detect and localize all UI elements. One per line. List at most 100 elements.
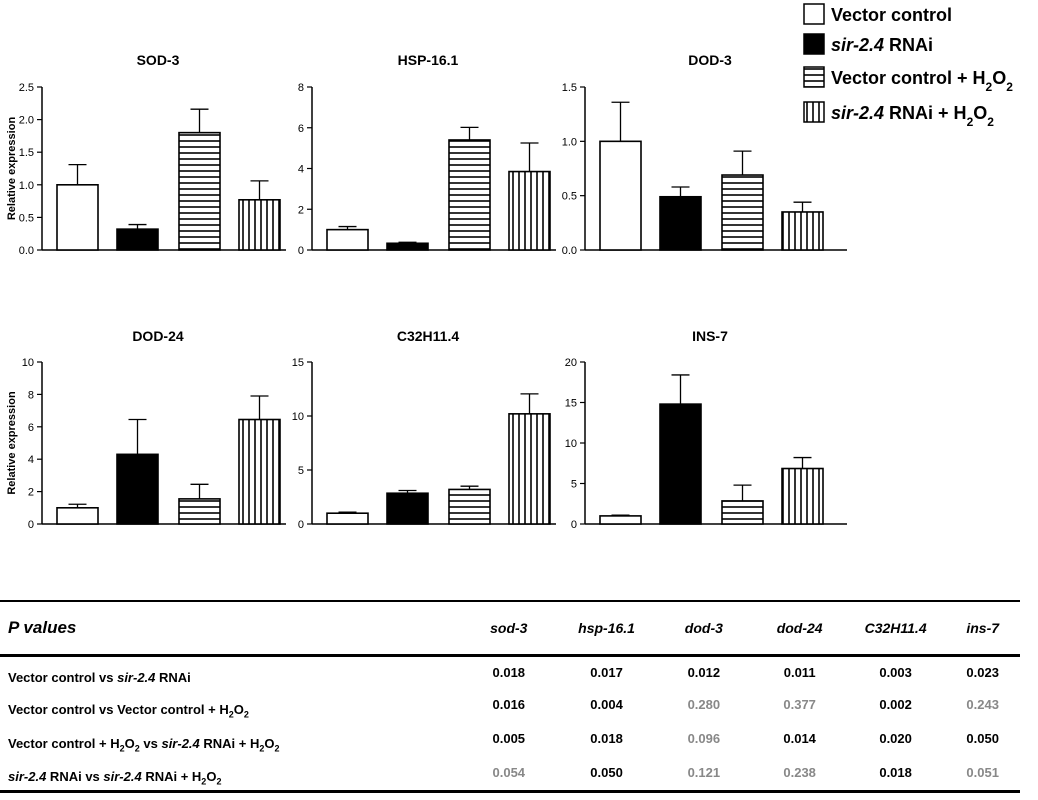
y-axis-label: Relative expression [6,391,18,495]
y-tick-label: 1.5 [562,82,577,94]
y-tick-label: 20 [565,357,577,369]
y-tick-label: 10 [565,438,577,450]
chart-panel: DOD-3 0.0 0.5 1.0 1.5 [562,52,847,257]
table-row: Vector control + H2O2 vs sir-2.4 RNAi + … [0,723,1020,757]
chart-title: DOD-3 [688,52,732,68]
bar [721,174,764,251]
y-tick-label: 6 [28,422,34,434]
y-tick-label: 5 [571,479,577,491]
p-value-cell: 0.020 [879,731,912,746]
bar [238,418,281,525]
bar [178,498,221,525]
bar [326,512,369,525]
y-tick-label: 10 [22,357,34,369]
y-tick-label: 5 [298,465,304,477]
legend-swatch [803,3,825,25]
y-tick-label: 1.0 [19,180,34,192]
comparison-label: Vector control vs sir-2.4 RNAi [8,670,191,686]
legend-item: Vector control + H2O2 [803,66,1013,94]
p-value-cell: 0.054 [492,765,526,780]
legend-label: sir-2.4 RNAi [831,35,933,55]
y-tick-label: 0.5 [562,191,577,203]
bar [781,467,824,525]
y-tick-label: 4 [28,454,34,466]
column-header: ins-7 [966,619,1000,636]
y-tick-label: 0 [298,245,304,257]
bar [448,139,491,251]
table-row: Vector control vs sir-2.4 RNAi 0.018 0.017… [0,655,1020,689]
bar [178,131,221,251]
p-value-cell: 0.004 [590,697,623,712]
comparison-label: sir-2.4 RNAi vs sir-2.4 RNAi + H2O2 [8,769,222,788]
p-value-cell: 0.051 [966,765,999,780]
y-tick-label: 10 [292,411,304,423]
y-tick-label: 15 [292,357,304,369]
figure: SOD-3 Relative expression 0.0 0.5 1.0 1.5 2.0 2… [6,3,1013,531]
bar [508,170,551,251]
y-tick-label: 2.5 [19,82,34,94]
bar [386,492,429,525]
p-value-cell: 0.017 [590,664,623,680]
y-tick-label: 0.0 [562,245,577,257]
y-tick-label: 2.0 [19,115,34,127]
bar [508,413,551,525]
y-tick-label: 6 [298,123,304,135]
chart-title: SOD-3 [137,52,180,68]
bar [386,242,429,251]
p-values-table: P values sod-3 hsp-16.1 dod-3 dod-24 C32… [0,600,1020,793]
bar [448,488,491,525]
y-axis-label: Relative expression [6,117,18,221]
legend-item: sir-2.4 RNAi [803,33,933,55]
legend-swatch [803,66,825,88]
bar [721,500,764,525]
p-value-cell: 0.018 [492,664,526,680]
table-body: Vector control vs sir-2.4 RNAi 0.018 0.017… [0,655,1020,791]
p-value-cell: 0.023 [966,664,999,680]
charts-group: SOD-3 Relative expression 0.0 0.5 1.0 1.5 2.0 2… [6,52,847,531]
y-tick-label: 8 [298,82,304,94]
table-row: Vector control vs Vector control + H2O2 0… [0,689,1020,723]
bar [659,403,702,525]
y-tick-label: 2 [28,487,34,499]
y-tick-label: 0 [298,519,304,531]
y-tick-label: 0 [571,519,577,531]
bar [56,506,99,525]
p-value-cell: 0.050 [590,765,623,780]
chart-title: INS-7 [692,328,728,344]
p-value-cell: 0.243 [966,697,999,712]
column-header: C32H11.4 [864,619,927,636]
legend-label: Vector control + H2O2 [831,68,1013,94]
column-header: dod-24 [776,619,823,636]
p-value-cell: 0.238 [783,765,816,780]
bar [599,140,642,251]
p-value-cell: 0.011 [783,664,816,680]
p-value-cell: 0.016 [492,697,526,712]
bar [326,228,369,251]
chart-title: HSP-16.1 [398,52,459,68]
p-value-cell: 0.005 [492,731,526,746]
column-header: sod-3 [490,619,528,636]
chart-title: C32H11.4 [397,328,459,344]
legend-label: Vector control [831,5,952,25]
y-tick-label: 2 [298,204,304,216]
legend-swatch [803,33,825,55]
legend-item: sir-2.4 RNAi + H2O2 [803,101,994,129]
table-header-row: P values sod-3 hsp-16.1 dod-3 dod-24 C32… [0,601,1020,655]
chart-panel: HSP-16.1 0 2 4 6 8 [298,52,556,257]
legend-swatch [803,101,825,123]
p-value-cell: 0.002 [879,697,912,712]
y-tick-label: 0.0 [19,245,34,257]
bar [781,211,824,251]
p-value-cell: 0.121 [687,765,721,780]
comparison-label: Vector control vs Vector control + H2O2 [8,702,249,720]
chart-title: DOD-24 [132,328,184,344]
bar [599,515,642,525]
bar [116,453,159,525]
table-row: sir-2.4 RNAi vs sir-2.4 RNAi + H2O2 0.054… [0,757,1020,791]
p-value-cell: 0.018 [590,731,623,746]
y-tick-label: 0 [28,519,34,531]
comparison-label: Vector control + H2O2 vs sir-2.4 RNAi + … [8,736,280,754]
bar [659,195,702,251]
p-values-header: P values [8,617,77,637]
chart-panel: INS-7 0 5 10 15 20 [565,328,847,531]
